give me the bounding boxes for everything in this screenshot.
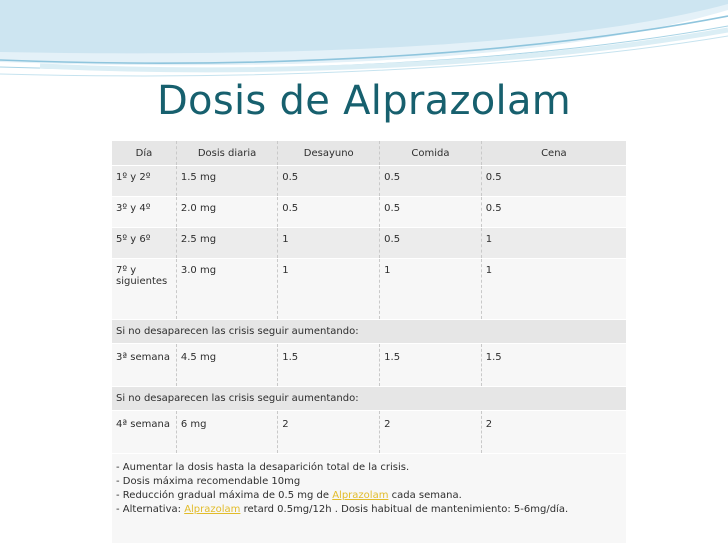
note-row: Si no desaparecen las crisis seguir aume… xyxy=(112,386,626,411)
cell-dinner: 1.5 xyxy=(481,343,626,387)
table-row: 5º y 6º 2.5 mg 1 0.5 1 xyxy=(112,227,626,259)
footer-row: - Aumentar la dosis hasta la desaparició… xyxy=(112,453,626,543)
cell-dinner: 1 xyxy=(481,258,626,320)
cell-daily-dose: 3.0 mg xyxy=(176,258,279,320)
increase-note: Si no desaparecen las crisis seguir aume… xyxy=(112,319,626,344)
table-row: 7º y siguientes 3.0 mg 1 1 1 xyxy=(112,258,626,320)
table-row: 1º y 2º 1.5 mg 0.5 0.5 0.5 xyxy=(112,165,626,197)
cell-dinner: 2 xyxy=(481,410,626,454)
column-header-cena: Cena xyxy=(481,141,626,166)
footer-line: - Alternativa: Alprazolam retard 0.5mg/1… xyxy=(116,503,622,517)
footer-line: - Dosis máxima recomendable 10mg xyxy=(116,476,301,487)
header-wave-decoration xyxy=(0,0,728,77)
footer-notes: - Aumentar la dosis hasta la desaparició… xyxy=(112,453,626,543)
increase-note: Si no desaparecen las crisis seguir aume… xyxy=(112,386,626,411)
cell-daily-dose: 2.0 mg xyxy=(176,196,279,228)
cell-lunch: 1 xyxy=(379,258,482,320)
footer-line: - Aumentar la dosis hasta la desaparició… xyxy=(116,462,410,473)
note-row: Si no desaparecen las crisis seguir aume… xyxy=(112,319,626,344)
cell-lunch: 0.5 xyxy=(379,227,482,259)
cell-daily-dose: 2.5 mg xyxy=(176,227,279,259)
cell-breakfast: 1 xyxy=(277,227,381,259)
cell-daily-dose: 1.5 mg xyxy=(176,165,279,197)
footer-text: - Alternativa: xyxy=(116,504,185,515)
cell-breakfast: 2 xyxy=(277,410,381,454)
cell-dinner: 1 xyxy=(481,227,626,259)
table-row: 3ª semana 4.5 mg 1.5 1.5 1.5 xyxy=(112,343,626,387)
footer-text: - Reducción gradual máxima de 0.5 mg de xyxy=(116,490,333,501)
table-header-row: Día Dosis diaria Desayuno Comida Cena xyxy=(112,141,626,166)
footer-line: - Reducción gradual máxima de 0.5 mg de … xyxy=(116,489,622,503)
alprazolam-link[interactable]: Alprazolam xyxy=(332,490,389,501)
column-header-dosis-diaria: Dosis diaria xyxy=(176,141,279,166)
alprazolam-link[interactable]: Alprazolam xyxy=(184,504,241,515)
cell-day: 7º y siguientes xyxy=(112,258,177,320)
cell-lunch: 0.5 xyxy=(379,196,482,228)
cell-week: 4ª semana xyxy=(112,410,177,454)
cell-breakfast: 0.5 xyxy=(277,165,381,197)
cell-daily-dose: 4.5 mg xyxy=(176,343,279,387)
cell-day: 5º y 6º xyxy=(112,227,177,259)
cell-dinner: 0.5 xyxy=(481,165,626,197)
cell-dinner: 0.5 xyxy=(481,196,626,228)
column-header-desayuno: Desayuno xyxy=(277,141,381,166)
cell-week: 3ª semana xyxy=(112,343,177,387)
cell-daily-dose: 6 mg xyxy=(176,410,279,454)
cell-lunch: 0.5 xyxy=(379,165,482,197)
cell-breakfast: 0.5 xyxy=(277,196,381,228)
cell-breakfast: 1.5 xyxy=(277,343,381,387)
footer-text: cada semana. xyxy=(388,490,462,501)
dosage-table: Día Dosis diaria Desayuno Comida Cena 1º… xyxy=(112,141,626,543)
cell-lunch: 2 xyxy=(379,410,482,454)
column-header-comida: Comida xyxy=(379,141,482,166)
cell-lunch: 1.5 xyxy=(379,343,482,387)
cell-breakfast: 1 xyxy=(277,258,381,320)
slide-title: Dosis de Alprazolam xyxy=(156,78,572,124)
cell-day: 3º y 4º xyxy=(112,196,177,228)
table-row: 3º y 4º 2.0 mg 0.5 0.5 0.5 xyxy=(112,196,626,228)
footer-text: retard 0.5mg/12h . Dosis habitual de man… xyxy=(240,504,569,515)
cell-day: 1º y 2º xyxy=(112,165,177,197)
table-row: 4ª semana 6 mg 2 2 2 xyxy=(112,410,626,454)
column-header-dia: Día xyxy=(112,141,177,166)
